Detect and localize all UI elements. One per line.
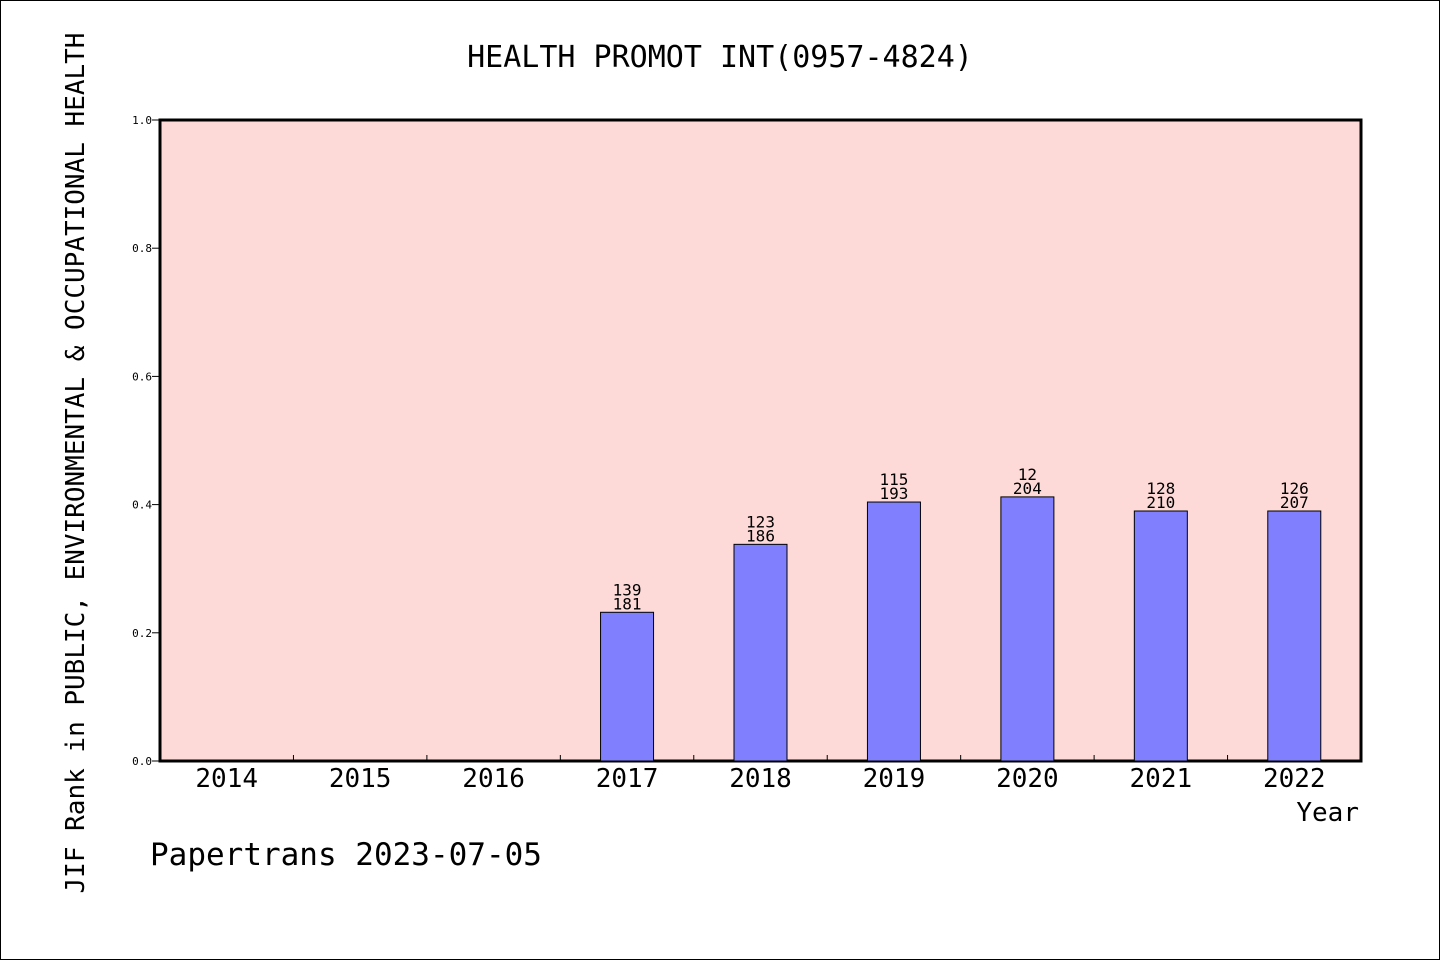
x-tick-label: 2017 [596, 764, 659, 794]
bar-rank-label: 123 [746, 512, 775, 531]
bar-total-label: 181 [613, 594, 642, 613]
chart-title: HEALTH PROMOT INT(0957-4824) [467, 40, 973, 75]
footer-credit: Papertrans 2023-07-05 [150, 837, 542, 873]
bar-total-label: 186 [746, 526, 775, 545]
y-axis-label: JIF Rank in PUBLIC, ENVIRONMENTAL & OCCU… [61, 33, 91, 894]
bar-rank-label: 12 [1018, 465, 1037, 484]
bar-rank-label: 139 [613, 580, 642, 599]
y-tick-label: 1.0 [132, 114, 152, 127]
y-tick-label: 0.0 [132, 755, 152, 768]
x-axis-label: Year [1296, 798, 1359, 828]
bar-2022 [1267, 510, 1322, 762]
bar-2020 [1000, 496, 1055, 762]
x-tick-label: 2019 [863, 764, 926, 794]
x-tick-label: 2021 [1130, 764, 1193, 794]
x-tick-label: 2022 [1263, 764, 1326, 794]
bar-rank-label: 128 [1146, 479, 1175, 498]
x-tick-label: 2014 [195, 764, 258, 794]
bar-2021 [1133, 510, 1188, 762]
x-tick-label: 2015 [329, 764, 392, 794]
x-axis-ticks: 2014 2015 2016 2017 2018 2019 2020 2021 2022 [195, 755, 1326, 794]
bar-2017 [600, 611, 655, 762]
bar-series [600, 496, 1322, 762]
y-tick-label: 0.2 [132, 627, 152, 640]
y-tick-label: 0.6 [132, 370, 152, 383]
bar-rank-label: 115 [879, 470, 908, 489]
bar-total-label: 193 [879, 484, 908, 503]
y-tick-label: 0.4 [132, 499, 152, 512]
bar-2019 [866, 501, 921, 762]
bar-total-label: 204 [1013, 479, 1042, 498]
x-tick-label: 2016 [462, 764, 525, 794]
x-tick-label: 2018 [729, 764, 792, 794]
y-axis-ticks: 0.0 0.2 0.4 0.6 0.8 1.0 [132, 114, 160, 768]
x-tick-label: 2020 [996, 764, 1059, 794]
y-tick-label: 0.8 [132, 242, 152, 255]
bar-rank-label: 126 [1280, 479, 1309, 498]
bar-total-label: 207 [1280, 493, 1309, 512]
bar-2018 [733, 543, 788, 762]
bar-total-label: 210 [1146, 493, 1175, 512]
